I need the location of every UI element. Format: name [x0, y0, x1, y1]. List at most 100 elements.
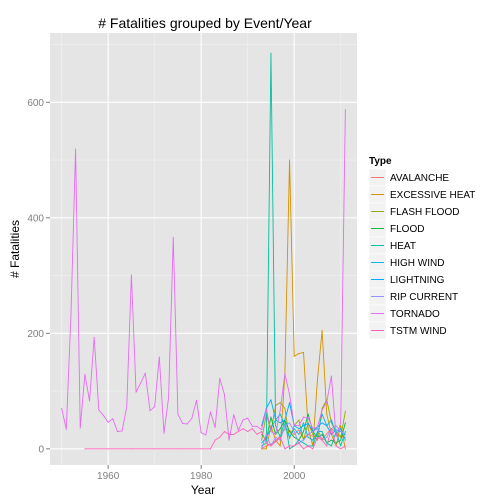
data-point-tornado: [112, 418, 114, 420]
legend-label: AVALANCHE: [390, 173, 449, 184]
data-point-high-wind: [344, 439, 346, 441]
data-point-tornado: [303, 416, 305, 418]
data-point-tornado: [326, 401, 328, 403]
data-point-tornado: [84, 373, 86, 375]
data-point-tstm-wind: [223, 431, 225, 432]
data-point-high-wind: [279, 413, 281, 415]
data-point-lightning: [330, 433, 332, 435]
data-point-tornado: [140, 382, 142, 384]
data-point-tstm-wind: [130, 448, 132, 450]
data-point-heat: [261, 445, 263, 447]
series-points-tstm-wind: [84, 428, 346, 450]
data-point-flood: [289, 431, 291, 432]
y-tick-label: 400: [27, 213, 44, 224]
data-point-tornado: [247, 417, 249, 419]
data-point-tstm-wind: [237, 431, 239, 432]
data-point-tornado: [275, 433, 277, 435]
data-point-tstm-wind: [265, 442, 267, 444]
data-point-tornado: [340, 422, 342, 424]
data-point-tornado: [163, 432, 165, 434]
data-point-tornado: [89, 400, 91, 402]
data-point-rip-current: [265, 433, 267, 435]
data-point-tornado: [172, 236, 174, 238]
data-point-tornado: [265, 408, 267, 410]
data-point-lightning: [284, 419, 286, 421]
data-point-tornado: [98, 409, 100, 411]
data-point-excessive-heat: [279, 445, 281, 447]
data-point-tornado: [312, 428, 314, 430]
data-point-heat: [270, 52, 272, 54]
chart-title: # Fatalities grouped by Event/Year: [98, 15, 312, 31]
data-point-tstm-wind: [177, 448, 179, 450]
data-point-tstm-wind: [303, 448, 305, 450]
data-point-rip-current: [293, 431, 295, 432]
data-point-tornado: [242, 419, 244, 421]
legend-label: HEAT: [390, 241, 416, 252]
data-point-tornado: [214, 426, 216, 428]
data-point-tornado: [209, 411, 211, 413]
legend-label: RIP CURRENT: [390, 292, 458, 303]
data-point-flash-flood: [321, 407, 323, 409]
data-point-tornado: [186, 423, 188, 425]
y-axis: 0 200 400 600: [27, 98, 50, 455]
data-point-tornado: [279, 409, 281, 411]
data-point-high-wind: [303, 422, 305, 424]
data-point-rip-current: [335, 425, 337, 427]
data-point-tstm-wind: [270, 445, 272, 447]
data-point-rip-current: [307, 433, 309, 435]
data-point-heat: [275, 425, 277, 427]
data-point-tornado: [168, 396, 170, 398]
legend-items: AVALANCHE EXCESSIVE HEAT FLASH FLOOD FLOOD H…: [368, 168, 475, 340]
data-point-flood: [307, 413, 309, 415]
data-point-tornado: [61, 407, 63, 409]
data-point-excessive-heat: [265, 448, 267, 450]
y-tick-label: 600: [27, 98, 44, 109]
data-point-flash-flood: [261, 439, 263, 441]
data-point-tstm-wind: [340, 448, 342, 450]
data-point-flood: [340, 439, 342, 441]
data-point-tstm-wind: [284, 448, 286, 450]
data-point-tornado: [307, 417, 309, 419]
data-point-tornado: [196, 399, 198, 401]
data-point-flood: [321, 433, 323, 435]
data-point-tstm-wind: [242, 428, 244, 430]
data-point-high-wind: [265, 436, 267, 438]
legend-item-heat: HEAT: [368, 236, 416, 255]
data-point-rip-current: [326, 436, 328, 438]
x-tick-label: 2000: [283, 471, 306, 482]
data-point-tornado: [261, 429, 263, 431]
data-point-heat: [344, 431, 346, 432]
data-point-tstm-wind: [228, 433, 230, 435]
data-point-tstm-wind: [289, 445, 291, 447]
data-point-tornado: [70, 315, 72, 317]
data-point-tstm-wind: [209, 448, 211, 450]
data-point-excessive-heat: [321, 329, 323, 331]
data-point-tornado: [191, 417, 193, 419]
data-point-heat: [303, 442, 305, 444]
x-axis-title: Year: [191, 483, 215, 497]
data-point-flash-flood: [316, 439, 318, 441]
legend-label: EXCESSIVE HEAT: [390, 190, 475, 201]
data-point-lightning: [303, 425, 305, 427]
data-point-tornado: [116, 431, 118, 432]
legend-label: LIGHTNING: [390, 275, 445, 286]
legend-label: HIGH WIND: [390, 258, 444, 269]
data-point-high-wind: [312, 439, 314, 441]
data-point-tstm-wind: [84, 448, 86, 450]
data-point-lightning: [275, 419, 277, 421]
data-point-high-wind: [293, 428, 295, 430]
data-point-avalanche: [298, 429, 300, 431]
data-point-flood: [261, 433, 263, 435]
data-point-tstm-wind: [107, 448, 109, 450]
data-point-flood: [270, 416, 272, 418]
data-point-flash-flood: [279, 402, 281, 404]
data-point-tstm-wind: [214, 439, 216, 441]
data-point-tornado: [330, 375, 332, 377]
data-point-flash-flood: [284, 407, 286, 409]
data-point-lightning: [270, 399, 272, 401]
data-point-excessive-heat: [344, 448, 346, 450]
data-point-lightning: [321, 422, 323, 424]
data-point-tornado: [335, 436, 337, 438]
legend-label: TORNADO: [390, 309, 440, 320]
data-point-tornado: [251, 425, 253, 427]
